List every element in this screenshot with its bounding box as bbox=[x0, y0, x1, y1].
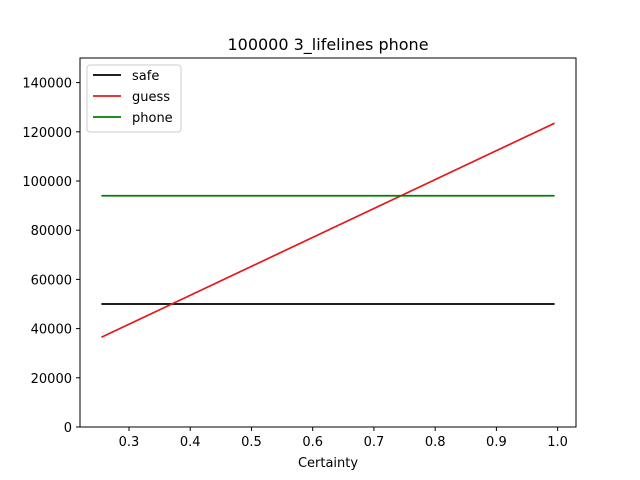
x-tick-label: 0.4 bbox=[180, 435, 201, 450]
series-line-guess bbox=[101, 122, 555, 338]
x-axis-title: Certainty bbox=[298, 456, 358, 471]
x-tick-label: 0.8 bbox=[425, 435, 446, 450]
chart-title: 100000 3_lifelines phone bbox=[227, 35, 428, 55]
x-axis: 0.3 0.4 0.5 0.6 0.7 0.8 0.9 1.0 bbox=[119, 427, 568, 450]
y-tick-label: 140000 bbox=[22, 77, 72, 92]
x-tick-label: 0.7 bbox=[364, 435, 385, 450]
y-tick-label: 100000 bbox=[22, 175, 72, 190]
x-tick-label: 1.0 bbox=[547, 435, 568, 450]
x-tick-label: 0.6 bbox=[302, 435, 323, 450]
y-tick-label: 60000 bbox=[31, 273, 72, 288]
y-axis: 0 20000 40000 60000 80000 100000 120000 140000 bbox=[22, 77, 80, 436]
y-tick-label: 120000 bbox=[22, 126, 72, 141]
legend: safe guess phone bbox=[86, 64, 182, 133]
y-tick-label: 40000 bbox=[31, 323, 72, 338]
legend-box bbox=[86, 64, 182, 133]
x-tick-label: 0.5 bbox=[241, 435, 262, 450]
y-tick-label: 80000 bbox=[31, 224, 72, 239]
x-tick-label: 0.9 bbox=[486, 435, 507, 450]
x-tick-label: 0.3 bbox=[119, 435, 140, 450]
legend-label-guess: guess bbox=[132, 90, 170, 105]
plot-area-frame bbox=[79, 57, 577, 428]
series-layer bbox=[101, 122, 555, 338]
legend-label-phone: phone bbox=[132, 111, 173, 126]
y-tick-label: 0 bbox=[64, 421, 72, 436]
y-tick-label: 20000 bbox=[31, 372, 72, 387]
legend-label-safe: safe bbox=[132, 69, 159, 84]
